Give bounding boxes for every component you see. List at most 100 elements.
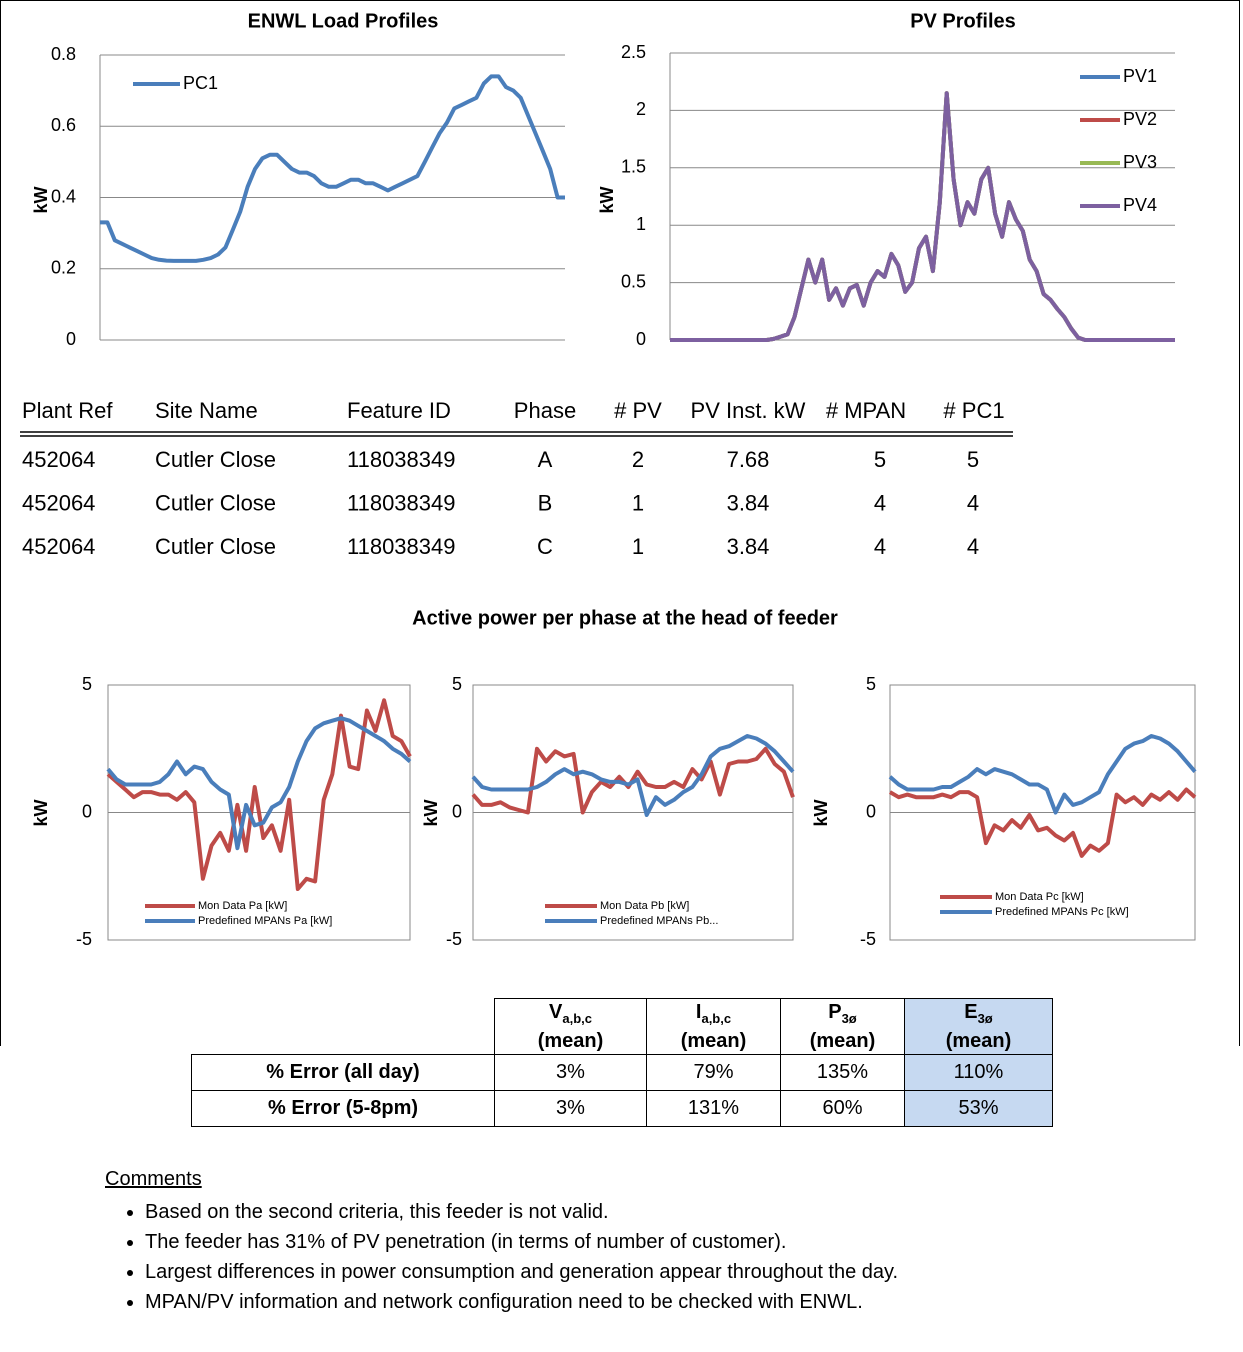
data-line <box>888 734 1197 815</box>
legend-label: PV4 <box>1123 195 1157 215</box>
legend-label: PV1 <box>1123 66 1157 86</box>
table-cell: A <box>538 447 553 472</box>
header-qualifier: (mean) <box>945 1030 1012 1052</box>
y-tick-label: 1 <box>636 214 646 234</box>
data-line <box>670 91 1175 342</box>
y-tick-label: 0 <box>82 801 92 821</box>
table-cell: Cutler Close <box>155 490 276 515</box>
column-header: E3ø (mean) <box>904 998 1053 1055</box>
table-cell: 7.68 <box>727 447 770 472</box>
table-cell: 118038349 <box>347 534 456 559</box>
table-header: Plant Ref <box>22 398 113 423</box>
header-row: Va,b,c (mean) Ia,b,c (mean) P3ø (mean) E3ø (mea… <box>191 998 1053 1055</box>
y-tick-label: 2.5 <box>621 42 646 62</box>
legend-label: PV3 <box>1123 152 1157 172</box>
table-header: Feature ID <box>347 398 451 423</box>
row-label: % Error (all day) <box>191 1054 495 1091</box>
chart-title: ENWL Load Profiles <box>248 10 439 32</box>
chart-title: PV Profiles <box>910 10 1016 32</box>
y-tick-label: 5 <box>866 674 876 694</box>
table-cell: 4 <box>967 534 979 559</box>
table-cell: 452064 <box>22 490 95 515</box>
table-cell: 135% <box>780 1054 905 1091</box>
table-header: PV Inst. kW <box>691 398 806 423</box>
data-line <box>670 91 1175 342</box>
table-header: # PC1 <box>943 398 1004 423</box>
header-symbol: E <box>964 1001 978 1023</box>
y-tick-label: -5 <box>446 929 462 949</box>
header-subscript: a,b,c <box>701 1011 732 1026</box>
table-cell: 4 <box>967 490 979 515</box>
y-tick-label: -5 <box>860 929 876 949</box>
header-symbol: I <box>695 1001 702 1023</box>
header-subscript: 3ø <box>977 1011 993 1026</box>
comments-list: Based on the second criteria, this feede… <box>105 1197 898 1317</box>
y-tick-label: 0.5 <box>621 271 646 291</box>
y-axis-label: kW <box>597 186 617 213</box>
table-cell: 118038349 <box>347 447 456 472</box>
y-tick-label: 2 <box>636 99 646 119</box>
section-title: Active power per phase at the head of fe… <box>412 607 838 629</box>
table-cell: Cutler Close <box>155 534 276 559</box>
y-tick-label: 0.8 <box>51 44 76 64</box>
error-table: Va,b,c (mean) Ia,b,c (mean) P3ø (mean) E3ø (mea… <box>191 998 1053 1127</box>
row-label: % Error (5-8pm) <box>191 1090 495 1127</box>
header-qualifier: (mean) <box>537 1030 604 1052</box>
header-qualifier: (mean) <box>680 1030 747 1052</box>
table-cell: 5 <box>967 447 979 472</box>
legend-label: Mon Data Pb [kW] <box>600 900 689 912</box>
table-cell: 79% <box>646 1054 781 1091</box>
comment-item: Largest differences in power consumption… <box>145 1257 898 1287</box>
comments-heading: Comments <box>105 1168 202 1190</box>
table-cell: 4 <box>874 490 886 515</box>
table-cell: 3% <box>494 1090 647 1127</box>
column-header: Ia,b,c (mean) <box>646 998 781 1055</box>
y-tick-label: 0.4 <box>51 186 76 206</box>
table-row: % Error (all day) 3% 79% 135% 110% <box>191 1054 1053 1091</box>
column-header: P3ø (mean) <box>780 998 905 1055</box>
legend-label: Mon Data Pc [kW] <box>995 891 1084 903</box>
table-cell: 131% <box>646 1090 781 1127</box>
table-cell: 2 <box>632 447 644 472</box>
y-tick-label: -5 <box>76 929 92 949</box>
table-cell: 53% <box>904 1090 1053 1127</box>
header-qualifier: (mean) <box>809 1030 876 1052</box>
y-tick-label: 0.6 <box>51 115 76 135</box>
data-line <box>106 716 412 851</box>
legend-label: PC1 <box>183 73 218 93</box>
data-line <box>670 91 1175 342</box>
comments: Comments Based on the second criteria, t… <box>105 1168 898 1317</box>
table-cell: 452064 <box>22 534 95 559</box>
table-cell: 60% <box>780 1090 905 1127</box>
table-cell: 1 <box>632 490 644 515</box>
table-cell: 452064 <box>22 447 95 472</box>
header-subscript: a,b,c <box>562 1011 592 1026</box>
y-tick-label: 0.2 <box>51 258 76 278</box>
table-cell: Cutler Close <box>155 447 276 472</box>
table-header: Site Name <box>155 398 258 423</box>
y-tick-label: 0 <box>866 801 876 821</box>
legend-label: Predefined MPANs Pb... <box>600 915 718 927</box>
table-cell: 1 <box>632 534 644 559</box>
legend-label: Predefined MPANs Pa [kW] <box>198 915 332 927</box>
y-tick-label: 0 <box>452 801 462 821</box>
table-cell: C <box>537 534 553 559</box>
data-line <box>100 74 565 263</box>
header-symbol: V <box>549 1001 563 1023</box>
comment-item: Based on the second criteria, this feede… <box>145 1197 898 1227</box>
table-cell: 110% <box>904 1054 1053 1091</box>
table-cell: B <box>538 490 553 515</box>
legend-label: Predefined MPANs Pc [kW] <box>995 906 1129 918</box>
data-line <box>888 787 1197 858</box>
y-tick-label: 1.5 <box>621 157 646 177</box>
data-line <box>471 746 795 815</box>
y-axis-label: kW <box>811 799 831 826</box>
page-frame <box>0 0 1240 1046</box>
table-header: # MPAN <box>826 398 906 423</box>
y-axis-label: kW <box>31 799 51 826</box>
table-cell: 118038349 <box>347 490 456 515</box>
table-cell: 3.84 <box>727 490 770 515</box>
blank-cell <box>191 998 495 1055</box>
